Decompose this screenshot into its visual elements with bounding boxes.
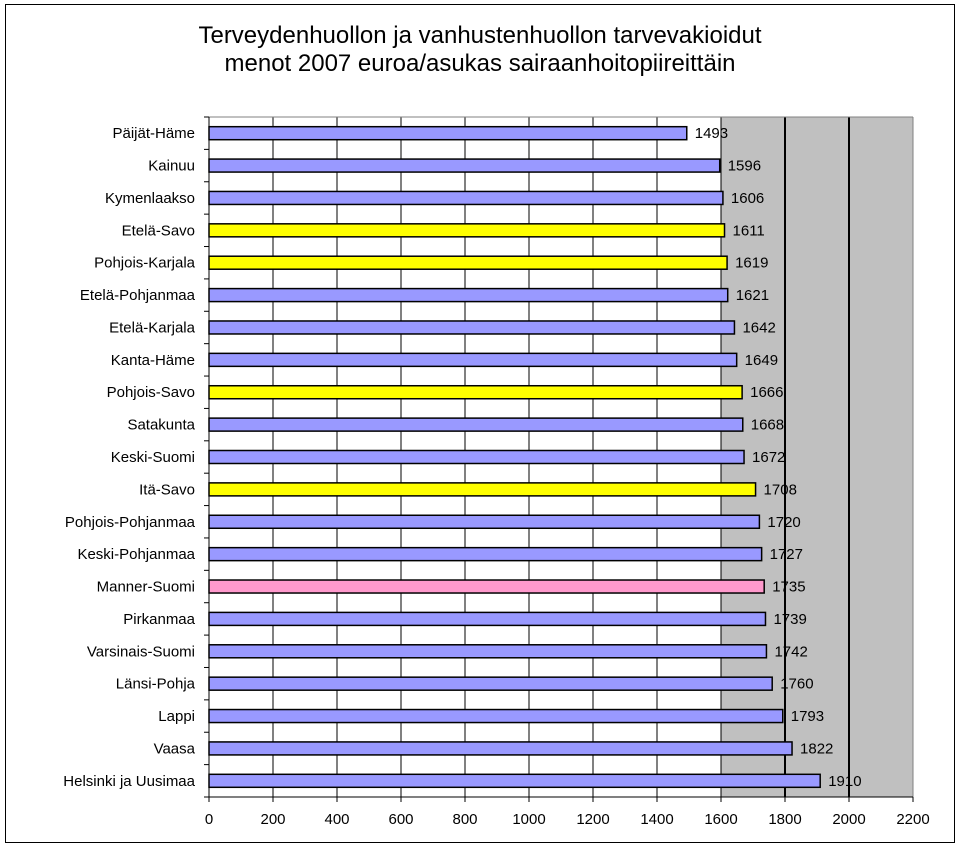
- value-label: 1910: [828, 773, 861, 790]
- category-label: Kanta-Häme: [111, 352, 195, 369]
- bar-17: [208, 644, 768, 659]
- bar-3: [208, 190, 724, 206]
- x-tick-label: 2000: [832, 811, 865, 828]
- category-label: Lappi: [158, 708, 195, 725]
- category-label: Pohjois-Savo: [107, 384, 195, 401]
- bar-15: [208, 579, 765, 594]
- category-label: Pohjois-Karjala: [94, 255, 196, 272]
- value-label: 1727: [770, 546, 803, 563]
- bar-12: [208, 482, 757, 497]
- bar-5: [208, 255, 728, 270]
- x-tick-label: 2200: [896, 811, 929, 828]
- bar-2: [208, 158, 721, 173]
- bar-9: [208, 384, 743, 400]
- chart-title: Terveydenhuollon ja vanhustenhuollon tar…: [0, 22, 960, 78]
- bar-4: [208, 223, 726, 238]
- category-label: Vaasa: [154, 740, 196, 757]
- category-label: Kymenlaakso: [105, 190, 195, 207]
- bar-11: [208, 449, 745, 465]
- value-label: 1760: [780, 676, 813, 693]
- x-tick-label: 200: [260, 811, 285, 828]
- category-label: Pohjois-Pohjanmaa: [65, 514, 196, 531]
- category-label: Etelä-Pohjanmaa: [80, 287, 196, 304]
- category-label: Manner-Suomi: [97, 579, 195, 596]
- value-label: 1619: [735, 255, 768, 272]
- value-label: 1793: [791, 708, 824, 725]
- value-label: 1611: [733, 222, 765, 239]
- value-label: 1649: [745, 352, 778, 369]
- value-label: 1621: [736, 287, 769, 304]
- category-label: Pirkanmaa: [123, 611, 195, 628]
- value-label: 1666: [750, 384, 783, 401]
- value-label: 1720: [767, 514, 800, 531]
- bar-6: [208, 287, 729, 303]
- bar-1: [208, 125, 688, 141]
- bar-8: [208, 352, 738, 368]
- bar-21: [208, 773, 821, 789]
- plot-background: [721, 117, 913, 797]
- x-tick-label: 1200: [576, 811, 609, 828]
- category-label: Varsinais-Suomi: [87, 643, 195, 660]
- category-label: Etelä-Savo: [122, 222, 195, 239]
- category-label: Helsinki ja Uusimaa: [63, 773, 195, 790]
- x-tick-label: 1400: [640, 811, 673, 828]
- value-label: 1668: [751, 417, 784, 434]
- x-tick-label: 1800: [768, 811, 801, 828]
- x-tick-label: 800: [452, 811, 477, 828]
- bar-18: [208, 676, 773, 691]
- bar-10: [208, 417, 744, 432]
- category-label: Itä-Savo: [139, 481, 195, 498]
- bar-7: [208, 320, 736, 335]
- category-label: Etelä-Karjala: [109, 319, 196, 336]
- value-label: 1606: [731, 190, 764, 207]
- chart-title-line-1: Terveydenhuollon ja vanhustenhuollon tar…: [198, 22, 762, 49]
- category-label: Kainuu: [148, 158, 195, 175]
- value-label: 1739: [773, 611, 806, 628]
- value-label: 1822: [800, 740, 833, 757]
- x-tick-label: 1600: [704, 811, 737, 828]
- category-label: Keski-Pohjanmaa: [77, 546, 195, 563]
- category-label: Satakunta: [127, 417, 195, 434]
- category-label: Keski-Suomi: [111, 449, 195, 466]
- chart-title-line-2: menot 2007 euroa/asukas sairaanhoitopiir…: [224, 50, 736, 77]
- value-label: 1735: [772, 579, 805, 596]
- x-tick-label: 0: [205, 811, 213, 828]
- bar-13: [208, 514, 761, 530]
- x-tick-label: 1000: [512, 811, 545, 828]
- category-label: Länsi-Pohja: [116, 676, 196, 693]
- value-label: 1596: [728, 158, 761, 175]
- bar-19: [208, 708, 784, 724]
- value-label: 1493: [695, 125, 728, 142]
- value-label: 1742: [774, 643, 807, 660]
- value-label: 1672: [752, 449, 785, 466]
- bar-14: [208, 546, 763, 562]
- x-tick-label: 600: [388, 811, 413, 828]
- x-tick-label: 400: [324, 811, 349, 828]
- value-label: 1642: [742, 319, 775, 336]
- category-label: Päijät-Häme: [112, 125, 195, 142]
- bar-20: [208, 741, 793, 756]
- value-label: 1708: [764, 481, 797, 498]
- bar-16: [208, 611, 767, 627]
